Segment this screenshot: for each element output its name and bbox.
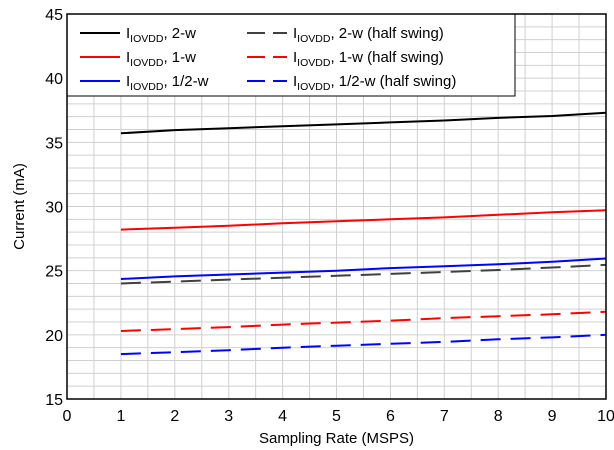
x-tick-label: 6 (386, 408, 395, 425)
legend-label: IIOVDD, 1-w (126, 49, 196, 69)
x-tick-label: 10 (597, 408, 614, 425)
legend-label: IIOVDD, 2-w (126, 25, 196, 45)
y-tick-label: 30 (45, 200, 63, 217)
legend: IIOVDD, 2-w IIOVDD, 1-w IIOVDD, 1/2-w IIOVD… (66, 13, 516, 97)
series-line (120, 263, 607, 285)
x-tick-label: 7 (440, 408, 449, 425)
y-axis-title: Current (mA) (11, 163, 28, 250)
x-tick-label: 9 (548, 408, 557, 425)
y-tick-label: 20 (45, 328, 63, 345)
legend-label: IIOVDD, 1/2-w (126, 73, 209, 93)
y-tick-label: 40 (45, 71, 63, 88)
series-line (120, 310, 607, 332)
x-tick-label: 5 (332, 408, 341, 425)
legend-label: IIOVDD, 1/2-w (half swing) (293, 73, 456, 93)
y-tick-label: 15 (45, 392, 63, 409)
x-tick-label: 8 (494, 408, 503, 425)
x-tick-label: 1 (116, 408, 125, 425)
x-tick-label: 3 (224, 408, 233, 425)
series-line (120, 111, 607, 135)
y-tick-label: 45 (45, 7, 63, 24)
series-lines (120, 111, 607, 356)
series-line (120, 209, 607, 231)
x-tick-label: 0 (63, 408, 72, 425)
y-tick-label: 25 (45, 264, 63, 281)
x-axis-title: Sampling Rate (MSPS) (259, 430, 414, 447)
x-tick-label: 2 (170, 408, 179, 425)
legend-label: IIOVDD, 1-w (half swing) (293, 49, 444, 69)
legend-label: IIOVDD, 2-w (half swing) (293, 25, 444, 45)
series-line (120, 333, 607, 356)
x-tick-label: 4 (278, 408, 287, 425)
y-tick-label: 35 (45, 135, 63, 152)
plot-frame (66, 13, 607, 400)
series-line (120, 257, 607, 280)
